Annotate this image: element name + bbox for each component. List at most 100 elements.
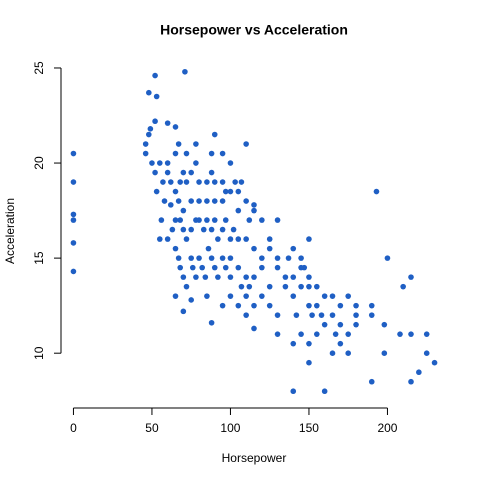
point (332, 331, 339, 337)
point (368, 312, 375, 318)
point (329, 293, 336, 299)
point (199, 264, 205, 271)
point (167, 202, 174, 208)
point (70, 179, 77, 185)
point (306, 302, 312, 309)
point (153, 93, 160, 100)
point (189, 264, 196, 271)
point (227, 255, 234, 261)
point (183, 150, 190, 157)
point (345, 293, 352, 299)
point (266, 283, 273, 290)
point (142, 141, 149, 147)
x-axis-label: Horsepower (222, 451, 287, 465)
point (172, 245, 179, 252)
point (211, 198, 218, 204)
point (285, 255, 292, 261)
point (211, 264, 218, 271)
point (219, 179, 226, 185)
point (230, 226, 237, 233)
point (204, 198, 210, 204)
point (274, 264, 281, 271)
point (219, 226, 226, 233)
point (188, 198, 194, 204)
point (180, 274, 187, 280)
point (235, 264, 242, 271)
point (266, 245, 273, 252)
point (152, 72, 158, 79)
point (235, 236, 242, 242)
point (251, 202, 257, 208)
point (408, 378, 414, 385)
x-tick-label: 150 (299, 421, 319, 435)
point (161, 198, 168, 204)
point (200, 226, 207, 233)
point (306, 340, 312, 347)
point (321, 293, 328, 299)
point (227, 274, 234, 280)
point (400, 283, 406, 290)
point (204, 293, 210, 299)
point (259, 264, 265, 271)
point (156, 236, 163, 242)
point (193, 141, 199, 147)
point (222, 264, 229, 271)
point (290, 293, 297, 299)
point (408, 274, 414, 280)
point (235, 188, 242, 195)
y-tick-label: 15 (32, 251, 46, 265)
point (274, 331, 281, 337)
point (306, 274, 312, 280)
point (146, 131, 152, 138)
point (227, 160, 234, 166)
point (251, 274, 257, 280)
point (188, 169, 194, 176)
point (259, 217, 265, 223)
point (180, 169, 187, 176)
point (172, 188, 179, 195)
point (183, 236, 190, 242)
point (169, 226, 176, 233)
point (238, 283, 245, 290)
x-tick-label: 0 (70, 421, 77, 435)
point (153, 188, 160, 195)
point (243, 312, 249, 318)
point (306, 359, 312, 366)
point (188, 255, 194, 261)
point (164, 169, 171, 176)
point (177, 264, 184, 271)
point (211, 217, 218, 223)
point (293, 312, 300, 318)
point (70, 150, 77, 157)
point (196, 217, 202, 223)
point (219, 302, 226, 309)
point (205, 245, 212, 252)
y-tick-label: 10 (32, 346, 46, 360)
point (177, 179, 184, 185)
point (188, 297, 194, 303)
point (149, 160, 155, 166)
point (329, 350, 336, 356)
point (274, 312, 281, 318)
point (208, 150, 215, 157)
point (353, 321, 359, 328)
point (183, 283, 190, 290)
point (227, 236, 234, 242)
point (164, 160, 171, 166)
point (298, 331, 304, 337)
point (381, 350, 388, 356)
point (147, 126, 154, 132)
point (188, 226, 194, 233)
point (208, 255, 215, 261)
point (266, 302, 273, 309)
chart-title: Horsepower vs Acceleration (160, 22, 348, 38)
point (172, 150, 179, 157)
point (246, 217, 253, 223)
point (180, 207, 187, 214)
point (222, 217, 229, 223)
point (175, 198, 182, 204)
y-tick-label: 20 (32, 156, 46, 170)
point (238, 179, 245, 185)
point (172, 124, 179, 130)
